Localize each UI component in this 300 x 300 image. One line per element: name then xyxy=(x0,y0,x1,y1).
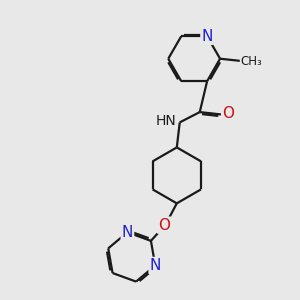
Text: O: O xyxy=(222,106,234,121)
Text: N: N xyxy=(150,258,161,273)
Text: N: N xyxy=(122,225,133,240)
Text: CH₃: CH₃ xyxy=(241,55,262,68)
Text: O: O xyxy=(158,218,170,232)
Text: HN: HN xyxy=(156,114,177,128)
Text: N: N xyxy=(201,29,213,44)
